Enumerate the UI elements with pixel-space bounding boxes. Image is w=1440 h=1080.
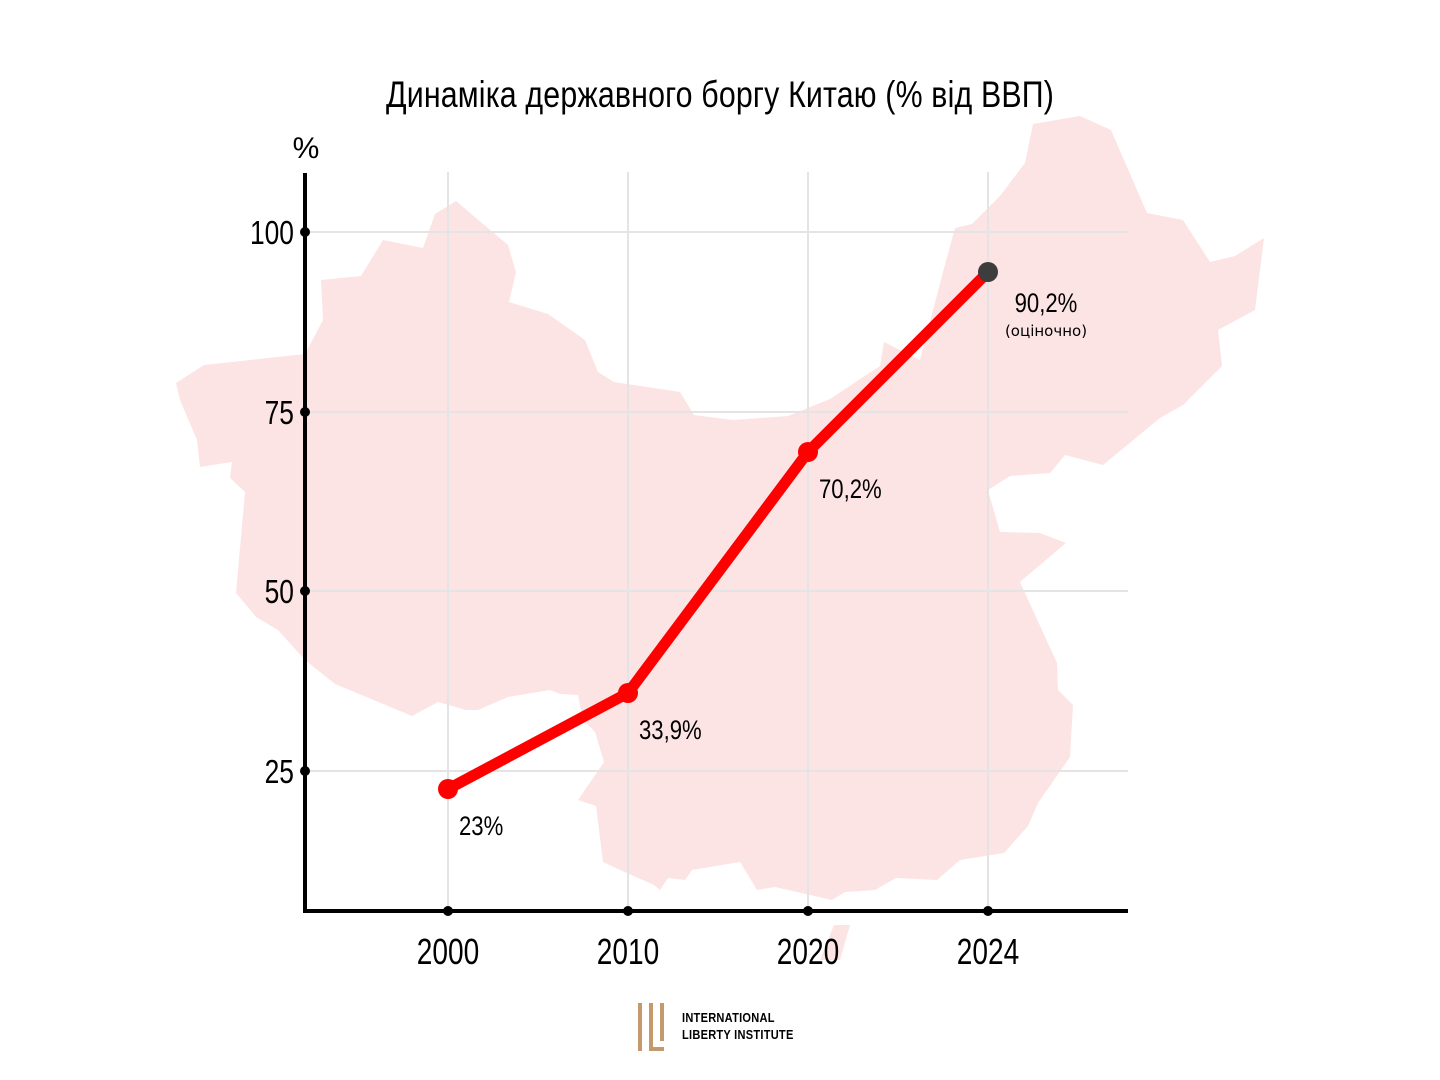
- gridlines: [305, 172, 1128, 911]
- chart-title: Динаміка державного боргу Китаю (% від В…: [385, 74, 1054, 115]
- y-tick-label: 25: [265, 754, 294, 790]
- y-axis-unit-label: %: [293, 132, 320, 165]
- point-label-2024: 90,2%: [1015, 289, 1078, 319]
- data-point-2024-estimate[interactable]: [978, 262, 998, 282]
- x-tick-label: 2010: [597, 932, 659, 972]
- debt-line-series: [442, 266, 994, 795]
- y-tick-label: 50: [265, 574, 294, 610]
- institute-logo: International Liberty Institute: [636, 1000, 813, 1052]
- china-map-island-fragment: [820, 925, 850, 960]
- china-map-silhouette: [176, 116, 1264, 900]
- x-tick-label: 2000: [417, 932, 479, 972]
- point-label-2010: 33,9%: [639, 716, 702, 746]
- y-tick-label: 75: [265, 395, 294, 431]
- x-tick-label: 2024: [957, 932, 1019, 972]
- data-point-2010[interactable]: [618, 683, 638, 703]
- x-axis-ticks: [443, 906, 993, 916]
- x-axis-labels: 2000 2010 2020 2024: [417, 932, 1019, 972]
- point-label-2000: 23%: [459, 812, 503, 842]
- ili-logo-mark-icon: [638, 1003, 664, 1051]
- y-tick-label: 100: [250, 215, 294, 251]
- y-axis-ticks: [300, 227, 310, 776]
- data-point-2020[interactable]: [798, 442, 818, 462]
- logo-line-2: Liberty Institute: [682, 1027, 794, 1042]
- x-tick-label: 2020: [777, 932, 839, 972]
- data-points: [438, 262, 998, 799]
- y-axis-labels: 100 75 50 25: [250, 215, 294, 790]
- point-label-2020: 70,2%: [819, 475, 882, 505]
- institute-logo-text: International Liberty Institute: [682, 1009, 794, 1043]
- logo-line-1: International: [682, 1010, 775, 1025]
- point-sublabel-estimate: (оціночно): [1005, 322, 1087, 340]
- data-point-2000[interactable]: [438, 779, 458, 799]
